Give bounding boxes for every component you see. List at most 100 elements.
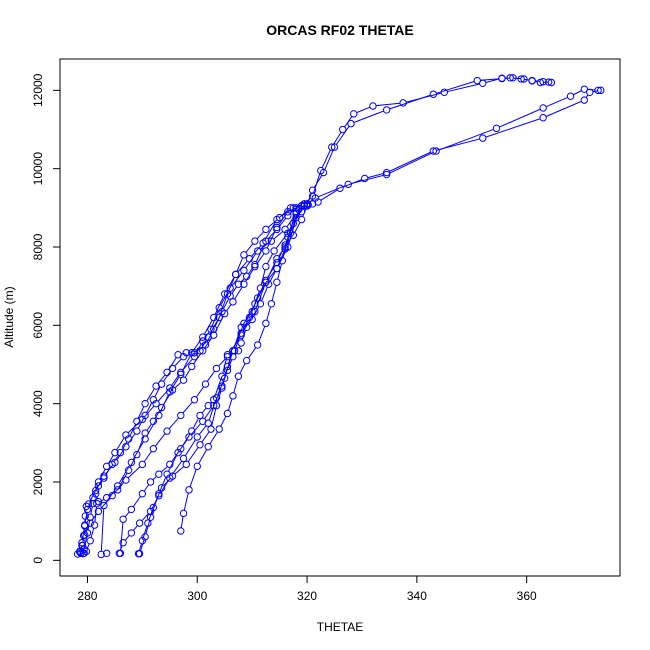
series-segment [258,282,265,296]
series-segment [277,247,285,260]
series-segment [84,535,88,547]
series-segment [162,370,172,382]
data-point [210,313,218,322]
series-segment [480,78,499,81]
series-segment [253,306,260,317]
series-segment [211,408,217,427]
series-segment [282,240,288,258]
series-7 [116,202,311,557]
series-segment [220,416,227,427]
data-point [253,294,262,302]
data-point [292,208,300,216]
series-segment [190,423,202,435]
series-8 [77,202,311,557]
data-point [251,300,259,308]
data-point [223,351,232,359]
series-segment [231,272,243,286]
data-point [204,443,212,451]
data-point [135,519,144,527]
series-segment [356,106,371,114]
data-point [231,270,240,279]
series-segment [288,214,296,235]
series-segment [107,455,114,464]
series-segment [132,441,144,460]
x-tick-label: 280 [77,589,97,603]
data-point [135,549,144,558]
series-segment [137,418,145,429]
data-point [210,401,218,410]
series-segment [192,418,199,429]
y-tick-label: 4000 [31,390,45,417]
data-point [240,251,248,259]
series-segment [313,175,323,188]
series-segment [137,406,145,419]
data-point [212,364,221,373]
data-point [580,85,589,93]
data-point [141,435,149,443]
series-segment [171,376,180,390]
data-point [256,300,265,308]
series-segment [389,151,431,172]
data-point [113,482,122,490]
series-segment [291,220,296,231]
x-axis: 280 300 320 340 360 [77,576,537,603]
series-segment [585,94,589,98]
data-point [177,445,185,453]
data-point [215,425,223,433]
series-segment [81,528,85,540]
data-point [586,88,594,96]
series-segment [228,359,233,368]
data-point [278,257,287,265]
series-segment [142,526,148,538]
series-segment [266,253,274,264]
series-segment [248,347,257,359]
series-segment [256,253,265,265]
series-segment [181,355,191,372]
series-segment [87,520,91,530]
data-point [199,333,207,341]
series-segment [143,484,150,492]
data-point [429,147,438,155]
series-segment [182,433,191,447]
series-segment [183,492,189,511]
series-segment [148,510,153,521]
chart-title: ORCAS RF02 THETAE [266,22,414,38]
data-point [328,143,336,151]
data-point [119,539,127,547]
series-segment [225,353,233,376]
series-segment [367,172,384,179]
data-point [97,550,105,559]
data-point [127,529,136,537]
data-point [566,92,575,100]
data-point [230,347,239,355]
data-point [339,125,347,134]
series-segment [573,90,582,96]
series-segment [204,407,213,419]
data-point [94,482,103,490]
series-segment [245,253,257,269]
series-segment [267,270,276,281]
series-segment [294,222,301,233]
data-point [262,247,270,255]
series-10 [97,200,309,559]
data-point [138,460,147,469]
series-segment [209,320,219,335]
series-segment [222,357,228,374]
data-point [547,78,556,87]
data-point [382,106,391,114]
series-segment [180,516,184,528]
series-11 [177,200,311,535]
y-tick-label: 0 [31,557,45,564]
series-segment [209,431,218,445]
series-segment [335,125,350,145]
data-point [177,527,185,535]
data-point [193,462,201,471]
series-segment [182,401,193,414]
data-point [119,515,127,523]
data-point [539,104,547,112]
data-point [138,490,147,498]
y-axis: 0 2000 4000 6000 8000 10000 12000 [31,73,60,564]
data-point [242,356,251,365]
